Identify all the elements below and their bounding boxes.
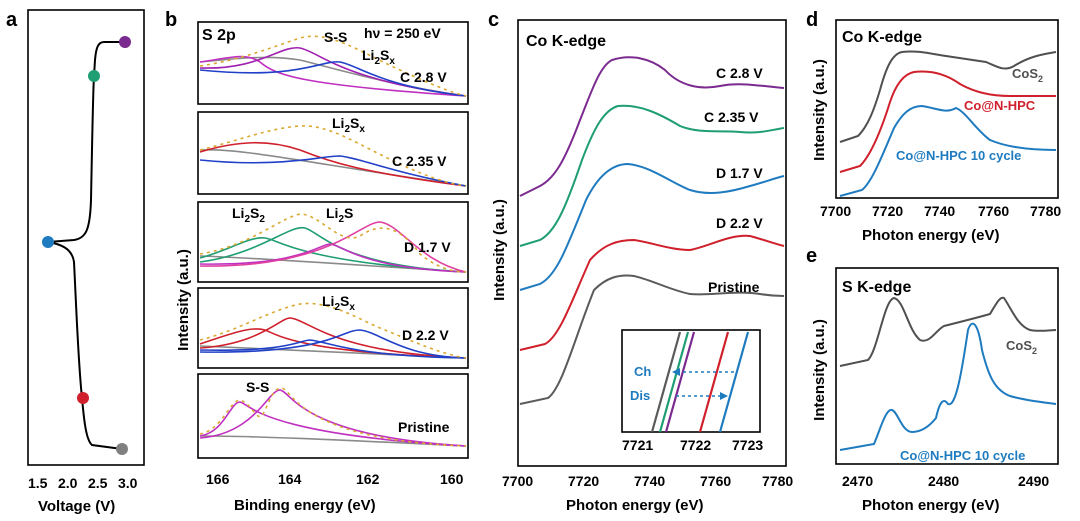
b-tick-2: 164 xyxy=(278,471,302,487)
a-tick-4: 3.0 xyxy=(118,475,138,491)
b-li2s-label: Li2S xyxy=(326,205,353,225)
d-tick-3: 7740 xyxy=(924,203,955,219)
c-series-c235v xyxy=(519,104,785,247)
c-series-c28v xyxy=(519,56,785,197)
e-title: S K-edge xyxy=(842,279,911,296)
b-ss-label-2: S-S xyxy=(246,379,269,395)
e-series-conhpc10 xyxy=(839,322,1057,451)
point-c235v xyxy=(88,70,100,82)
c-tick-2: 7720 xyxy=(568,473,599,489)
panel-e-xticks: 2470 2480 2490 xyxy=(842,473,1049,489)
b-xlabel: Binding energy (eV) xyxy=(234,497,376,514)
c-tick-3: 7740 xyxy=(634,473,665,489)
b-li2sx-label-2: Li2Sx xyxy=(332,115,365,135)
c-label-d17v: D 1.7 V xyxy=(716,165,763,181)
e-tick-3: 2490 xyxy=(1018,473,1049,489)
point-d17v xyxy=(42,236,54,248)
b-tick-4: 160 xyxy=(440,471,464,487)
d-series-conhpc xyxy=(839,70,1056,173)
a-tick-2: 2.0 xyxy=(58,475,78,491)
panel-c-frame xyxy=(517,19,787,467)
d-tick-4: 7760 xyxy=(978,203,1009,219)
b-sub-d17v: D 1.7 V xyxy=(404,239,451,255)
c-title: Co K-edge xyxy=(526,33,606,50)
c-label-c28v: C 2.8 V xyxy=(716,65,763,81)
b-subpanel-c235v: Li2Sx C 2.35 V xyxy=(197,111,469,195)
d-series-cos2 xyxy=(839,50,1057,143)
c-tick-4: 7760 xyxy=(700,473,731,489)
d-ylabel: Intensity (a.u.) xyxy=(811,59,828,161)
c-inset-tick-2: 7722 xyxy=(680,437,711,453)
d-xlabel: Photon energy (eV) xyxy=(862,227,1000,244)
panel-e-label: e xyxy=(806,245,817,267)
b-title: S 2p xyxy=(202,27,236,44)
a-tick-1: 1.5 xyxy=(28,475,48,491)
b-tick-3: 162 xyxy=(356,471,380,487)
panel-d-label: d xyxy=(806,9,818,31)
c-inset: Ch Dis xyxy=(621,329,761,433)
d-label-cos2: CoS2 xyxy=(1012,66,1043,84)
b-sub-d22v: D 2.2 V xyxy=(402,327,449,343)
panel-a-frame xyxy=(27,9,145,466)
panel-b-xticks: 166 164 162 160 xyxy=(206,471,464,487)
panel-a-label: a xyxy=(6,9,18,31)
c-label-pristine: Pristine xyxy=(708,279,760,295)
a-tick-3: 2.5 xyxy=(88,475,108,491)
b-subpanel-c28v: S-S hν = 250 eV Li2Sx C 2.8 V S 2p xyxy=(197,21,469,105)
panel-c-label: c xyxy=(488,9,499,31)
b-tick-1: 166 xyxy=(206,471,230,487)
d-label-conhpc10: Co@N-HPC 10 cycle xyxy=(896,148,1021,163)
b-ylabel: Intensity (a.u.) xyxy=(175,249,192,351)
e-xlabel: Photon energy (eV) xyxy=(862,497,1000,514)
c-label-c235v: C 2.35 V xyxy=(704,109,759,125)
c-series-d22v xyxy=(519,234,785,351)
e-label-cos2: CoS2 xyxy=(1006,338,1037,356)
b-li2sx-label-1: Li2Sx xyxy=(362,47,395,67)
c-ylabel: Intensity (a.u.) xyxy=(491,199,508,301)
c-tick-1: 7700 xyxy=(502,473,533,489)
panel-b-label: b xyxy=(165,9,177,31)
d-tick-2: 7720 xyxy=(872,203,903,219)
b-sub-pristine: Pristine xyxy=(398,419,450,435)
e-series-cos2 xyxy=(839,296,1057,367)
b-sub-c28v: C 2.8 V xyxy=(400,69,447,85)
b-subpanel-d17v: Li2S2 Li2S D 1.7 V xyxy=(197,201,469,283)
b-li2sx-label-3: Li2Sx xyxy=(322,293,355,313)
d-tick-1: 7700 xyxy=(820,203,851,219)
d-title: Co K-edge xyxy=(842,29,922,46)
panel-a-xticks: 1.5 2.0 2.5 3.0 xyxy=(28,475,138,491)
c-tick-5: 7780 xyxy=(762,473,793,489)
b-ss-label-1: S-S xyxy=(324,29,347,45)
e-label-conhpc10: Co@N-HPC 10 cycle xyxy=(900,448,1025,463)
panel-d-frame xyxy=(835,19,1059,199)
c-inset-dis: Dis xyxy=(630,388,650,403)
c-series-d17v xyxy=(519,162,785,291)
b-subpanel-d22v: Li2Sx D 2.2 V xyxy=(197,287,469,369)
d-tick-5: 7780 xyxy=(1030,203,1061,219)
e-tick-1: 2470 xyxy=(842,473,873,489)
c-label-d22v: D 2.2 V xyxy=(716,215,763,231)
c-inset-tick-1: 7721 xyxy=(622,437,653,453)
a-xlabel: Voltage (V) xyxy=(38,498,115,515)
c-xlabel: Photon energy (eV) xyxy=(566,497,704,514)
d-label-conhpc: Co@N-HPC xyxy=(964,98,1036,113)
e-ylabel: Intensity (a.u.) xyxy=(811,319,828,421)
c-series-pristine xyxy=(519,274,785,405)
c-inset-ch: Ch xyxy=(634,364,651,379)
panel-c-xticks: 7700 7720 7740 7760 7780 xyxy=(502,473,793,489)
e-tick-2: 2480 xyxy=(928,473,959,489)
b-hv: hν = 250 eV xyxy=(364,25,441,41)
c-inset-tick-3: 7723 xyxy=(732,437,763,453)
d-series-conhpc10 xyxy=(839,104,1057,197)
point-c28v xyxy=(119,36,131,48)
b-subpanel-pristine: S-S Pristine xyxy=(197,373,469,459)
b-sub-c235v: C 2.35 V xyxy=(392,153,447,169)
point-pristine xyxy=(116,443,128,455)
voltage-profile-curve xyxy=(47,41,125,450)
b-li2s2-label: Li2S2 xyxy=(232,205,265,225)
point-d22v xyxy=(77,392,89,404)
panel-d-xticks: 7700 7720 7740 7760 7780 xyxy=(820,203,1061,219)
panel-e-frame xyxy=(835,267,1059,465)
